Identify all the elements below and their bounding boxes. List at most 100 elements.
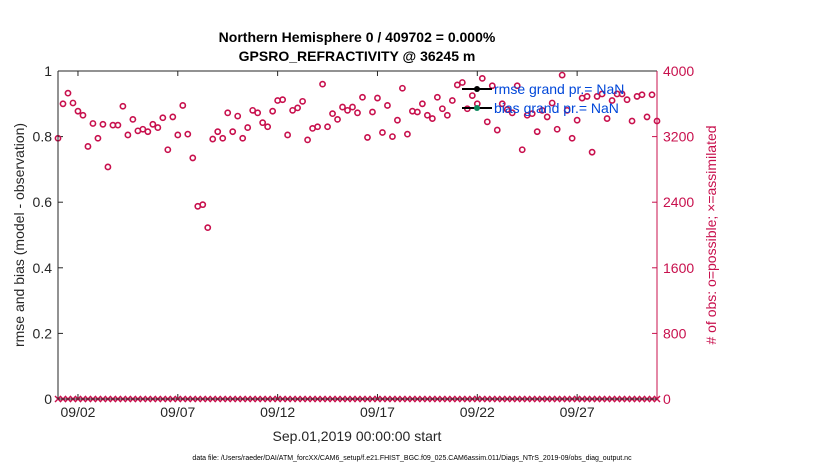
- possible-point: [404, 130, 411, 138]
- legend-rmse-marker: [474, 86, 480, 92]
- possible-point: [74, 107, 82, 115]
- possible-point: [84, 143, 92, 150]
- possible-point: [513, 82, 521, 90]
- possible-point: [119, 102, 127, 110]
- possible-point: [453, 81, 461, 89]
- possible-point: [304, 136, 311, 144]
- possible-point: [94, 134, 102, 142]
- possible-point: [259, 119, 267, 127]
- possible-point: [64, 89, 72, 97]
- possible-point: [443, 111, 451, 119]
- possible-point: [279, 96, 287, 104]
- possible-point: [104, 163, 112, 171]
- possible-point: [159, 114, 167, 122]
- y-axis-left-label: rmse and bias (model - observation): [11, 123, 27, 347]
- possible-point: [588, 148, 596, 156]
- possible-point: [648, 91, 656, 99]
- possible-point: [533, 128, 541, 136]
- possible-point: [349, 103, 356, 111]
- possible-point: [264, 123, 272, 131]
- x-tick-label: 09/12: [260, 404, 295, 420]
- legend-rmse-label: rmse grand pr.= NaN: [494, 81, 624, 97]
- possible-point: [493, 126, 501, 134]
- possible-point: [294, 104, 301, 112]
- possible-point: [628, 117, 636, 125]
- right-axis: 0 800 1600 2400 3200 4000: [652, 63, 694, 407]
- x-tick-label: 09/17: [360, 404, 395, 420]
- possible-point: [508, 109, 516, 117]
- possible-point: [139, 125, 147, 133]
- possible-point: [548, 99, 556, 107]
- possible-point: [334, 115, 341, 123]
- y-axis-right-label: # of obs: o=possible; ×=assimilated: [703, 125, 719, 344]
- chart-subtitle: GPSRO_REFRACTIVITY @ 36245 m: [239, 48, 476, 64]
- right-tick-label: 4000: [663, 63, 694, 79]
- left-tick-label: 0.4: [33, 260, 53, 276]
- series-possible: [54, 71, 661, 232]
- possible-point: [219, 134, 227, 142]
- possible-point: [339, 103, 346, 111]
- possible-point: [573, 116, 581, 124]
- x-axis: 09/02 09/07 09/12 09/17 09/22 09/27: [60, 71, 595, 420]
- possible-point: [229, 128, 237, 136]
- possible-point: [428, 115, 436, 122]
- possible-point: [69, 99, 77, 107]
- possible-point: [553, 125, 561, 133]
- possible-point: [114, 121, 122, 129]
- possible-point: [543, 113, 551, 121]
- possible-point: [528, 110, 536, 118]
- possible-point: [603, 115, 611, 122]
- legend: rmse grand pr.= NaN bias grand pr.= NaN: [462, 81, 624, 116]
- possible-point: [413, 108, 421, 116]
- possible-point: [239, 134, 247, 142]
- possible-point: [189, 154, 197, 162]
- possible-point: [598, 90, 606, 98]
- possible-point: [144, 128, 152, 136]
- possible-point: [483, 118, 491, 126]
- right-tick-label: 0: [663, 391, 671, 407]
- possible-point: [129, 115, 137, 123]
- possible-point: [249, 106, 257, 114]
- possible-point: [379, 129, 386, 136]
- possible-point: [284, 131, 292, 139]
- left-tick-label: 0.2: [33, 325, 53, 341]
- possible-point: [234, 112, 242, 120]
- possible-point: [418, 100, 426, 108]
- possible-point: [583, 93, 591, 100]
- left-tick-label: 1: [44, 63, 52, 79]
- possible-point: [199, 201, 207, 209]
- possible-point: [623, 96, 631, 104]
- possible-point: [374, 94, 381, 102]
- possible-point: [299, 97, 306, 105]
- right-tick-label: 2400: [663, 194, 694, 210]
- possible-point: [433, 93, 441, 101]
- possible-point: [364, 134, 371, 141]
- possible-point: [468, 92, 476, 99]
- possible-point: [503, 106, 511, 113]
- possible-point: [423, 111, 431, 119]
- possible-point: [154, 124, 162, 131]
- x-tick-label: 09/22: [460, 404, 495, 420]
- legend-bias-marker: [474, 105, 480, 111]
- possible-point: [498, 100, 506, 108]
- possible-point: [618, 90, 626, 98]
- possible-point: [79, 111, 87, 119]
- x-tick-label: 09/02: [60, 404, 95, 420]
- possible-point: [289, 106, 297, 114]
- possible-point: [214, 128, 222, 136]
- possible-point: [643, 113, 651, 121]
- possible-point: [174, 131, 182, 139]
- possible-point: [209, 135, 217, 143]
- plot-background: [58, 71, 657, 399]
- possible-point: [99, 120, 107, 128]
- footer-data-file: data file: /Users/raeder/DAI/ATM_forcXX/…: [192, 455, 632, 462]
- possible-point: [538, 106, 546, 114]
- possible-point: [394, 116, 401, 124]
- possible-point: [179, 102, 187, 109]
- possible-point: [369, 108, 376, 116]
- possible-point: [224, 109, 232, 117]
- possible-point: [324, 123, 331, 131]
- possible-point: [638, 91, 646, 99]
- possible-point: [204, 224, 212, 232]
